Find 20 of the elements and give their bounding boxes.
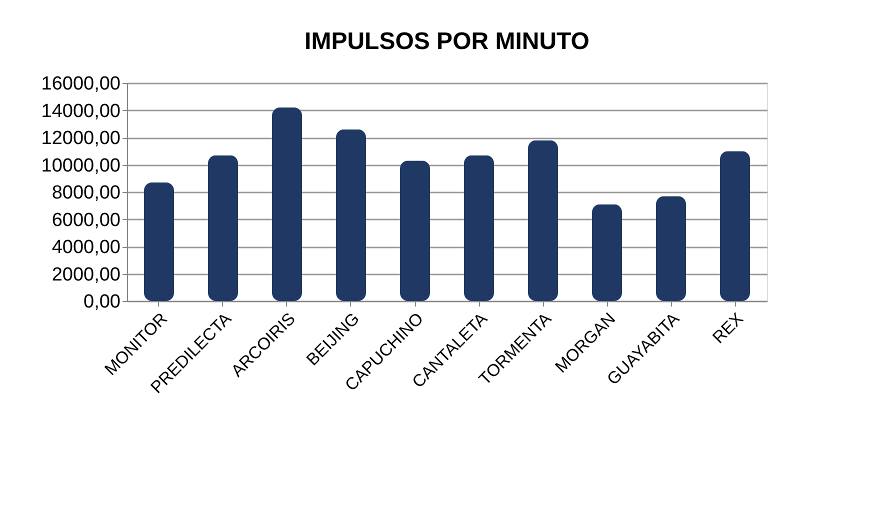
- y-tick-label: 10000,00: [41, 155, 120, 176]
- y-tick-label: 12000,00: [41, 128, 120, 149]
- bar: [592, 204, 622, 301]
- bar: [208, 155, 238, 301]
- bar: [528, 140, 558, 301]
- y-tick-label: 2000,00: [52, 264, 120, 286]
- y-tick-label: 8000,00: [52, 182, 120, 204]
- y-tick-label: 14000,00: [41, 100, 120, 122]
- y-tick-label: 6000,00: [52, 210, 120, 231]
- bar: [400, 160, 430, 301]
- bar: [720, 151, 750, 301]
- bar: [464, 155, 494, 301]
- y-tick-label: 16000,00: [41, 74, 120, 94]
- bar: [144, 182, 174, 301]
- y-tick-label: 0,00: [84, 292, 120, 312]
- bar: [656, 196, 686, 301]
- bar: [336, 129, 366, 301]
- bar: [272, 108, 302, 301]
- chart-title: IMPULSOS POR MINUTO: [304, 28, 590, 55]
- y-tick-label: 4000,00: [52, 237, 120, 258]
